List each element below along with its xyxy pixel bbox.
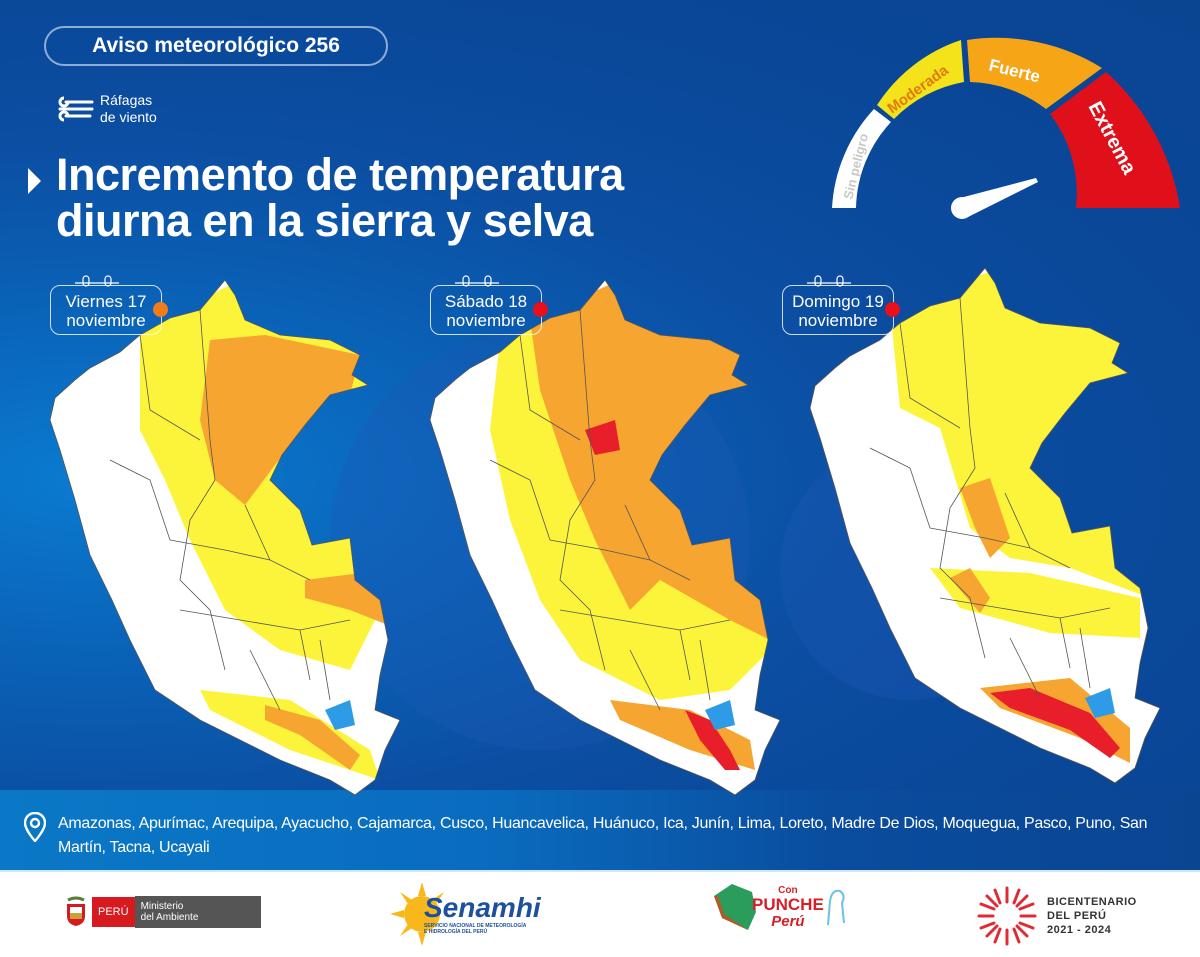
hazard-type-line1: Ráfagas [100, 92, 153, 108]
page-title: Incremento de temperatura diurna en la s… [56, 152, 624, 244]
bicentenario-logo: BICENTENARIO DEL PERÚ 2021 - 2024 [975, 884, 1137, 948]
month-label: noviembre [66, 311, 146, 330]
day-label: Viernes 17 [65, 292, 147, 311]
gauge-segment-sin-peligro [832, 109, 891, 208]
peru-map-icon [714, 884, 756, 930]
bicentenario-line3: 2021 - 2024 [1047, 924, 1112, 936]
day-label: Sábado 18 [444, 292, 528, 311]
footer-logos: PERÚ Ministerio del Ambiente Senamhi SER… [0, 870, 1200, 957]
month-label: noviembre [798, 311, 878, 330]
peru-map-saturday [430, 280, 781, 796]
affected-regions-list: Amazonas, Apurímac, Arequipa, Ayacucho, … [58, 815, 1148, 856]
gauge-needle-icon [951, 178, 1038, 219]
gauge-segment-extrema [1050, 72, 1180, 208]
location-pin-icon [24, 812, 46, 842]
calendar-rings-icon [807, 275, 851, 287]
gauge-segment-fuerte [967, 37, 1102, 109]
calendar-rings-icon [455, 275, 499, 287]
ministry-label: Ministerio del Ambiente [134, 896, 261, 928]
punche-line1: Con [778, 884, 798, 896]
title-arrow-icon [28, 168, 41, 194]
day-label: Domingo 19 [792, 292, 884, 311]
ministry-line2: del Ambiente [140, 912, 199, 923]
level-indicator-dot [153, 302, 168, 317]
day-tag-saturday: Sábado 18 noviembre [430, 275, 548, 335]
day-tag-friday: Viernes 17 noviembre [50, 275, 168, 335]
month-label: noviembre [446, 311, 526, 330]
hazard-level-gauge: Sin peligro Moderada Fuerte Extrema [832, 37, 1180, 219]
hazard-type-line2: de viento [100, 109, 157, 125]
ministry-line1: Ministerio [140, 901, 184, 912]
bicentenario-line2: DEL PERÚ [1047, 910, 1107, 922]
bicentenario-line1: BICENTENARIO [1047, 896, 1137, 908]
calendar-rings-icon [75, 275, 119, 287]
bicentenario-sunburst-icon [977, 886, 1037, 946]
title-line2: diurna en la sierra y selva [56, 195, 593, 246]
weather-warning-poster: Aviso meteorológico 256 Ráfagas de vient… [0, 0, 1200, 870]
notice-number-badge: Aviso meteorológico 256 [44, 26, 388, 66]
senamhi-subtitle-line1: SERVICIO NACIONAL DE METEOROLOGÍA [424, 923, 527, 929]
wind-icon [58, 96, 94, 122]
day-tag-sunday: Domingo 19 noviembre [782, 275, 900, 335]
peru-map-sunday [810, 268, 1161, 784]
level-indicator-dot [885, 302, 900, 317]
title-line1: Incremento de temperatura [56, 149, 624, 200]
senamhi-subtitle-line2: E HIDROLOGÍA DEL PERÚ [424, 929, 488, 935]
hazard-type: Ráfagas de viento [56, 92, 157, 126]
peru-map-friday [50, 280, 401, 796]
peru-label: PERÚ [92, 897, 135, 927]
gauge-segment-moderada [877, 40, 964, 119]
minam-logo: PERÚ Ministerio del Ambiente [64, 896, 261, 928]
peru-coat-of-arms-icon [67, 896, 85, 926]
punche-line2: PUNCHE [752, 894, 824, 914]
notice-number-label: Aviso meteorológico 256 [92, 34, 340, 57]
flexed-arm-icon [826, 889, 845, 926]
punche-line3: Perú [771, 912, 805, 930]
con-punche-peru-logo: Con PUNCHE Perú [712, 882, 848, 932]
level-indicator-dot [533, 302, 548, 317]
sun-icon [390, 882, 444, 946]
senamhi-name: Senamhi [424, 892, 541, 923]
affected-regions: Amazonas, Apurímac, Arequipa, Ayacucho, … [24, 812, 1168, 860]
senamhi-logo: Senamhi SERVICIO NACIONAL DE METEOROLOGÍ… [390, 882, 541, 946]
